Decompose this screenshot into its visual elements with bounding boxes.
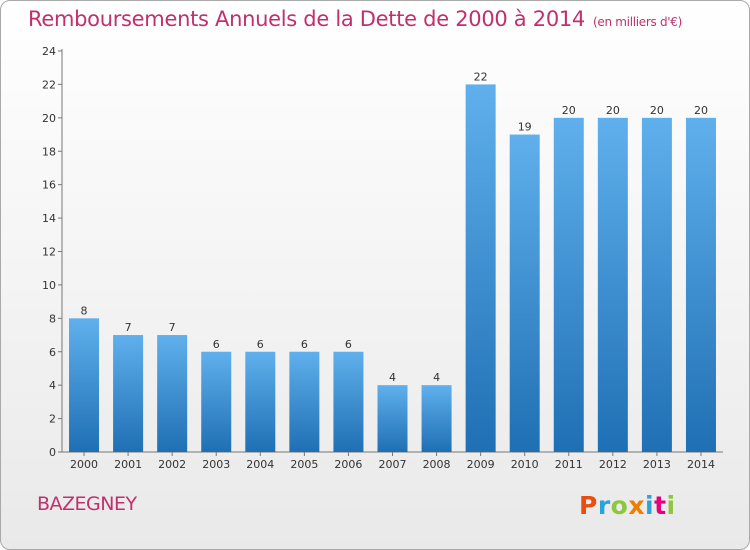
x-tick-label: 2004 (246, 458, 274, 471)
y-tick-label: 22 (42, 78, 56, 91)
proxiti-logo: Proxiti (579, 491, 676, 520)
bar (333, 351, 364, 452)
bar-value-label: 4 (433, 371, 440, 384)
bar-value-label: 20 (650, 104, 664, 117)
bar (509, 134, 540, 452)
x-tick-label: 2011 (555, 458, 583, 471)
bar-value-label: 19 (518, 121, 532, 134)
bars: 8 7 7 6 6 6 6 4 4 22 19 20 20 20 20 (69, 70, 716, 453)
y-tick-label: 18 (42, 145, 56, 158)
bar-value-label: 6 (345, 338, 352, 351)
y-tick-label: 24 (42, 45, 56, 58)
y-tick-label: 8 (49, 312, 56, 325)
x-tick-label: 2006 (334, 458, 362, 471)
bar-value-label: 8 (81, 304, 88, 317)
bar (69, 318, 100, 452)
bar (641, 117, 672, 452)
bar-value-label: 6 (257, 338, 264, 351)
x-tick-label: 2012 (599, 458, 627, 471)
bar (377, 385, 408, 452)
bar-value-label: 7 (169, 321, 176, 334)
bar (421, 385, 452, 452)
bar-value-label: 20 (562, 104, 576, 117)
y-tick-label: 2 (49, 413, 56, 426)
x-tick-label: 2008 (423, 458, 451, 471)
bar (597, 117, 628, 452)
bar (553, 117, 584, 452)
bar (465, 84, 496, 453)
y-tick-label: 6 (49, 346, 56, 359)
bar (685, 117, 716, 452)
bar-value-label: 7 (125, 321, 132, 334)
x-tick-label: 2000 (70, 458, 98, 471)
bar-value-label: 20 (606, 104, 620, 117)
x-tick-label: 2009 (467, 458, 495, 471)
x-tick-label: 2001 (114, 458, 142, 471)
y-tick-label: 20 (42, 112, 56, 125)
x-tick-label: 2007 (379, 458, 407, 471)
x-tick-label: 2003 (202, 458, 230, 471)
bar-value-label: 20 (694, 104, 708, 117)
x-axis: 2000 2001 2002 2003 2004 2005 2006 2007 2008 2009… (62, 451, 723, 471)
y-tick-label: 14 (42, 212, 56, 225)
y-tick-label: 4 (49, 379, 56, 392)
bar-value-label: 6 (301, 338, 308, 351)
bar (157, 335, 188, 452)
bar (113, 335, 144, 452)
y-tick-label: 16 (42, 179, 56, 192)
x-tick-label: 2013 (643, 458, 671, 471)
x-tick-label: 2002 (158, 458, 186, 471)
chart-subtitle: (en milliers d'€) (593, 15, 683, 29)
y-tick-label: 12 (42, 246, 56, 259)
bar-value-label: 22 (474, 70, 488, 83)
x-tick-label: 2005 (290, 458, 318, 471)
x-tick-label: 2010 (511, 458, 539, 471)
bar-value-label: 4 (389, 371, 396, 384)
y-tick-label: 0 (49, 446, 56, 459)
chart-title: Remboursements Annuels de la Dette de 20… (28, 7, 682, 31)
x-tick-label: 2014 (687, 458, 715, 471)
bar (245, 351, 276, 452)
title-text: Remboursements Annuels de la Dette de 20… (28, 7, 585, 31)
place-name: BAZEGNEY (37, 493, 137, 515)
bar (201, 351, 232, 452)
bar-value-label: 6 (213, 338, 220, 351)
bar (289, 351, 320, 452)
y-tick-label: 10 (42, 279, 56, 292)
